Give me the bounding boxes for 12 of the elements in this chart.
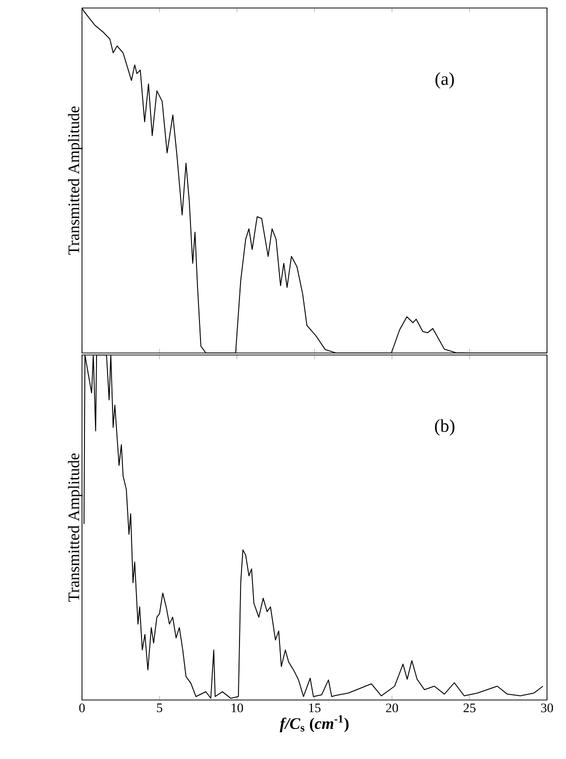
x-tick-label: 10 xyxy=(232,704,244,712)
x-tick-label: 0 xyxy=(79,704,85,712)
annotation: (a) xyxy=(435,72,454,89)
y-axis-title: Transmitted Amplitude xyxy=(68,106,82,255)
x-tick-label: 15 xyxy=(309,704,320,712)
x-tick-label: 30 xyxy=(541,704,554,712)
y-axis-title: Transmitted Amplitude xyxy=(68,453,82,602)
x-axis-title: f/C$_{s}$ (cm$^{-1}$) xyxy=(280,715,349,732)
x-tick-label: 5 xyxy=(157,704,162,712)
x-tick-label: 25 xyxy=(464,704,476,712)
x-tick-label: 20 xyxy=(386,704,398,712)
annotation: (b) xyxy=(434,419,454,436)
